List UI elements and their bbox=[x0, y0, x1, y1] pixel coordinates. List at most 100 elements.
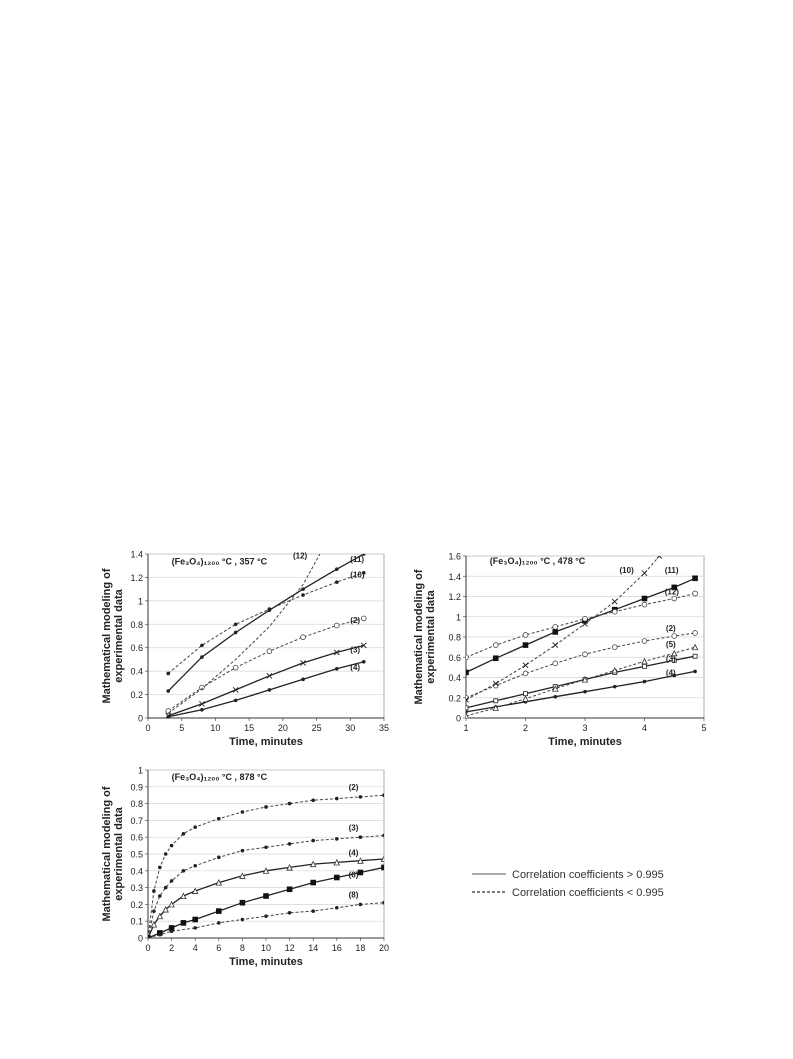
y-tick-label: 1.4 bbox=[448, 572, 461, 582]
data-point bbox=[672, 673, 677, 678]
x-tick-label: 30 bbox=[345, 723, 355, 733]
y-tick-label: 0.8 bbox=[130, 620, 143, 630]
data-point bbox=[522, 670, 529, 677]
y-tick-label: 0.9 bbox=[130, 782, 143, 792]
series-label: (6) bbox=[349, 871, 359, 880]
data-point bbox=[181, 832, 186, 836]
series-label: (8) bbox=[349, 891, 359, 900]
data-point bbox=[492, 642, 499, 648]
data-point bbox=[360, 615, 367, 622]
series-label: (5) bbox=[666, 640, 676, 649]
data-point bbox=[309, 860, 317, 868]
series-label: (2) bbox=[349, 783, 359, 792]
data-point bbox=[671, 657, 677, 663]
data-point bbox=[193, 863, 197, 868]
data-point bbox=[334, 622, 340, 629]
data-point bbox=[582, 651, 588, 658]
data-point bbox=[217, 921, 221, 925]
x-tick-label: 6 bbox=[216, 943, 221, 953]
data-point bbox=[216, 908, 222, 914]
data-point bbox=[264, 805, 268, 809]
data-point bbox=[492, 655, 499, 662]
legend-solid-label: Correlation coefficients > 0.995 bbox=[512, 869, 664, 881]
x-tick-label: 16 bbox=[332, 943, 342, 953]
data-point bbox=[192, 916, 198, 923]
data-point bbox=[671, 649, 678, 657]
data-point bbox=[166, 671, 171, 676]
x-tick-label: 15 bbox=[244, 723, 254, 733]
data-point bbox=[522, 695, 529, 702]
series-line-8 bbox=[148, 902, 384, 938]
data-point bbox=[266, 672, 273, 679]
x-tick-label: 12 bbox=[285, 943, 295, 953]
data-point bbox=[232, 664, 239, 671]
data-point bbox=[301, 587, 305, 591]
data-point bbox=[162, 905, 169, 913]
data-point bbox=[262, 867, 270, 874]
data-point bbox=[335, 796, 339, 801]
x-tick-label: 5 bbox=[701, 723, 706, 733]
data-point bbox=[287, 801, 292, 806]
data-point bbox=[671, 595, 678, 602]
data-point bbox=[240, 917, 245, 922]
series-label: (10) bbox=[620, 566, 635, 575]
y-tick-label: 0.2 bbox=[448, 693, 461, 703]
data-point bbox=[492, 704, 499, 711]
data-point bbox=[523, 691, 528, 697]
data-point bbox=[300, 634, 306, 640]
x-tick-label: 1 bbox=[463, 723, 468, 733]
y-tick-label: 1.4 bbox=[130, 550, 143, 560]
chart-panel-357: 0 0.2 0.4 0.6 0.8 1 1.2 1.4 0 5 10 15 20 25 30 35 Time, … bbox=[96, 544, 396, 759]
data-point bbox=[641, 570, 648, 577]
data-point bbox=[361, 570, 366, 575]
data-point bbox=[166, 689, 171, 693]
data-point bbox=[382, 900, 384, 905]
data-point bbox=[358, 795, 363, 799]
data-point bbox=[692, 575, 698, 582]
data-point bbox=[335, 837, 339, 841]
data-point bbox=[582, 615, 588, 622]
legend-dashed-label: Correlation coefficients < 0.995 bbox=[512, 887, 664, 899]
data-point bbox=[334, 874, 340, 881]
series-label: (2) bbox=[666, 624, 676, 633]
data-point bbox=[466, 710, 468, 714]
data-point bbox=[168, 925, 175, 931]
data-point bbox=[466, 669, 469, 676]
data-point bbox=[193, 926, 197, 930]
x-tick-label: 2 bbox=[169, 943, 174, 953]
series-group bbox=[165, 554, 367, 718]
data-point bbox=[358, 902, 363, 907]
y-axis-title-line1: Mathematical modeling of bbox=[101, 786, 113, 921]
data-point bbox=[152, 909, 156, 913]
data-point bbox=[263, 893, 269, 899]
data-point bbox=[335, 905, 339, 910]
legend-svg: Correlation coefficients > 0.995 Correla… bbox=[472, 869, 664, 899]
data-point bbox=[692, 630, 698, 636]
data-point bbox=[671, 633, 678, 639]
y-tick-label: 0.4 bbox=[130, 866, 143, 876]
data-point bbox=[152, 889, 156, 893]
y-axis-title-line2: experimental data bbox=[113, 588, 125, 682]
data-point bbox=[382, 833, 384, 838]
data-point bbox=[335, 580, 339, 584]
data-point bbox=[193, 825, 197, 829]
data-point bbox=[552, 629, 559, 635]
data-point bbox=[522, 632, 529, 638]
x-tick-label: 3 bbox=[582, 723, 587, 733]
data-point bbox=[357, 857, 364, 864]
x-tick-label: 2 bbox=[523, 723, 528, 733]
data-point bbox=[311, 798, 315, 803]
data-point bbox=[693, 669, 697, 674]
data-point bbox=[158, 894, 162, 898]
data-point bbox=[692, 590, 698, 597]
y-tick-label: 0.6 bbox=[130, 833, 143, 843]
data-point bbox=[240, 810, 245, 814]
y-tick-label: 0.7 bbox=[130, 816, 143, 826]
data-point bbox=[522, 642, 529, 648]
data-point bbox=[612, 684, 617, 689]
data-point bbox=[267, 688, 272, 692]
y-axis-title-line2: experimental data bbox=[113, 806, 125, 900]
x-tick-label: 0 bbox=[145, 723, 150, 733]
series-line-5 bbox=[466, 646, 696, 717]
data-point bbox=[691, 643, 699, 651]
